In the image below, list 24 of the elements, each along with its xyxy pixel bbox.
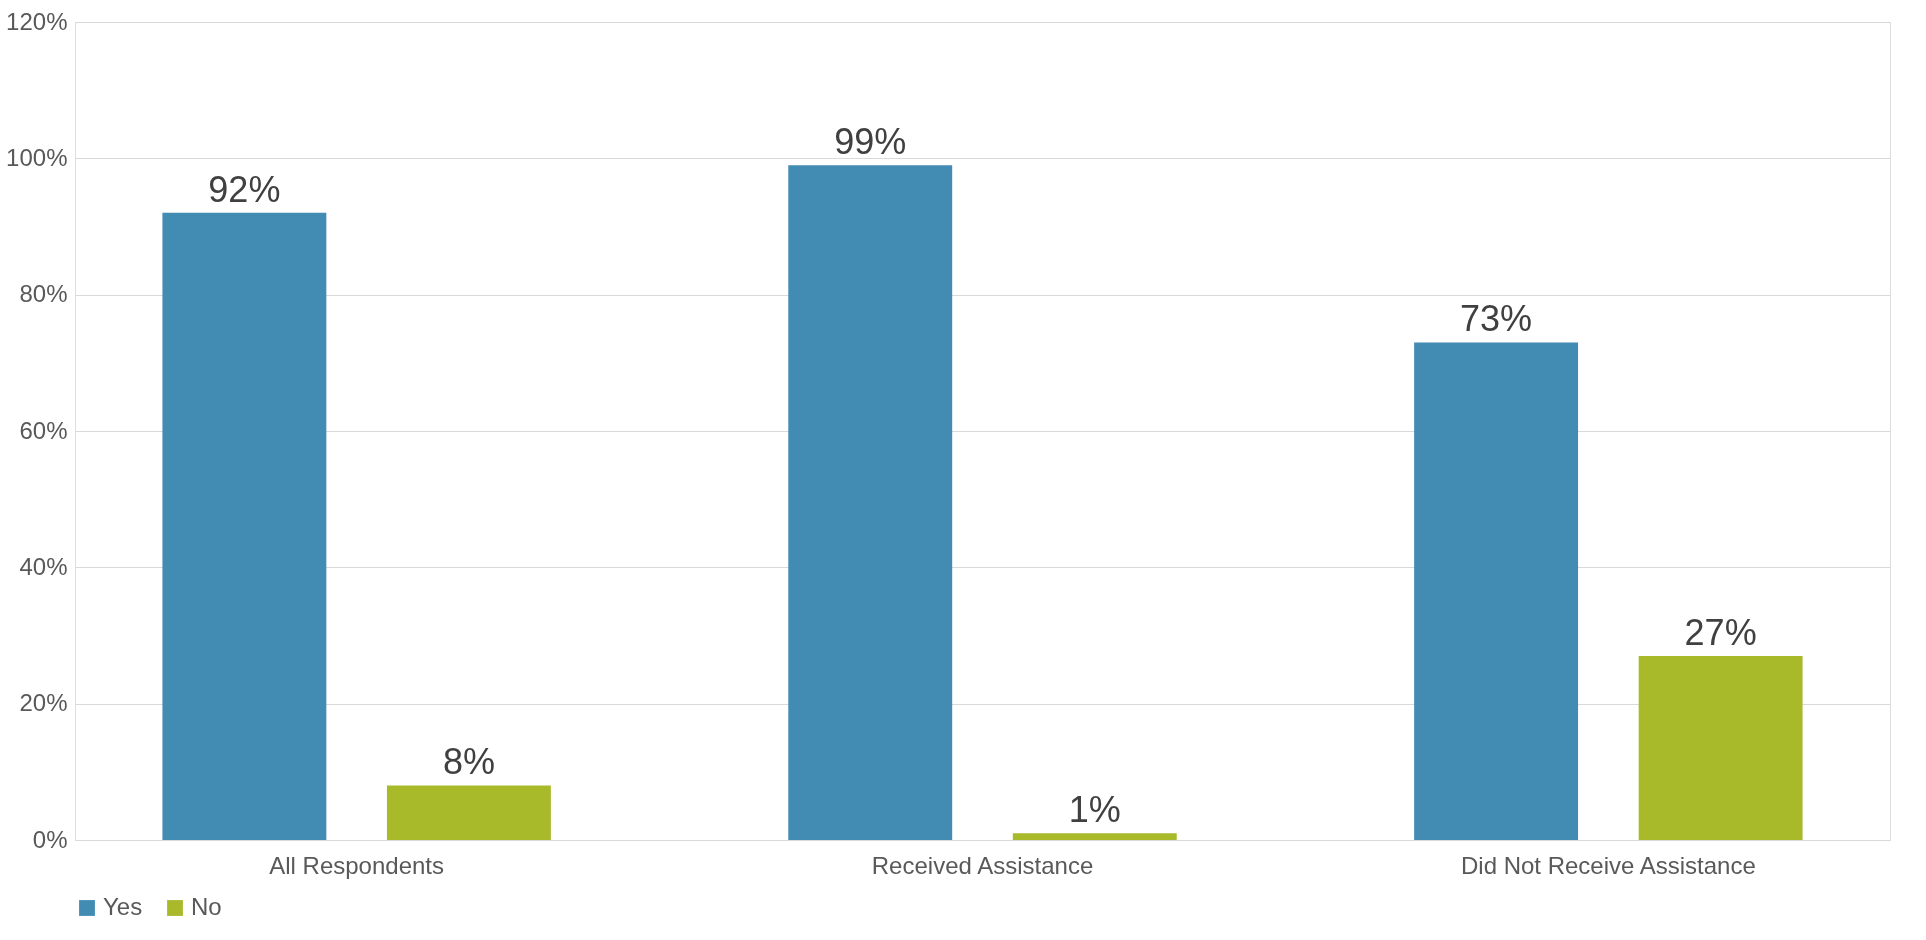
bar: [1414, 342, 1579, 840]
y-tick-label: 100%: [6, 143, 68, 171]
data-label: 92%: [208, 168, 281, 210]
data-label: 73%: [1460, 298, 1533, 340]
data-label: 27%: [1684, 611, 1757, 653]
bar: [1012, 833, 1177, 840]
y-tick-label: 40%: [19, 552, 68, 580]
bar: [386, 785, 551, 840]
x-tick-label: Received Assistance: [871, 851, 1094, 879]
y-tick-label: 20%: [19, 689, 68, 717]
bar: [1638, 655, 1803, 840]
data-label: 99%: [834, 121, 907, 163]
y-tick-label: 60%: [19, 416, 68, 444]
y-tick-label: 0%: [32, 825, 68, 853]
y-tick-label: 80%: [19, 280, 68, 308]
bar: [788, 165, 953, 840]
y-tick-label: 120%: [6, 7, 68, 35]
legend-label: Yes: [103, 893, 143, 920]
x-tick-label: All Respondents: [269, 851, 445, 879]
data-label: 8%: [442, 741, 495, 783]
legend-label: No: [191, 893, 222, 920]
bar: [162, 212, 327, 840]
data-label: 1%: [1068, 789, 1121, 831]
x-tick-label: Did Not Receive Assistance: [1460, 851, 1756, 879]
